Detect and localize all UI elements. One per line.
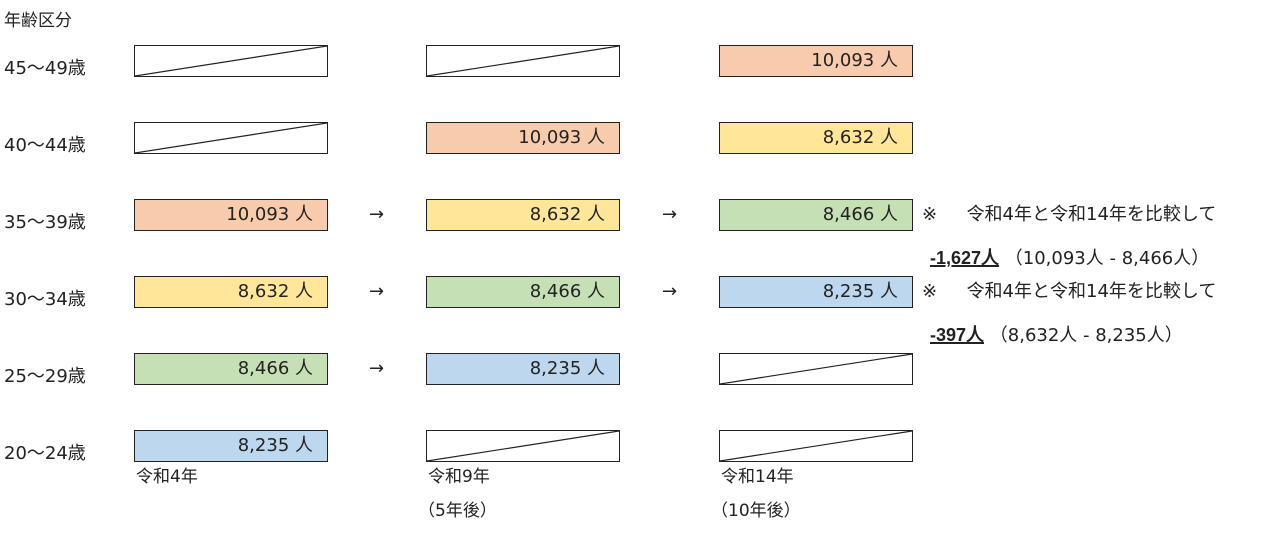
note-1-mark: ※ bbox=[922, 204, 938, 225]
cell-25-29-r14 bbox=[719, 353, 913, 385]
slash-line bbox=[720, 354, 912, 384]
cell-30-34-r9: 8,466 人 bbox=[426, 276, 620, 308]
note-2-text: 令和4年と令和14年を比較して bbox=[966, 281, 1217, 302]
cell-30-34-r4: 8,632 人 bbox=[134, 276, 328, 308]
col-label-r4: 令和4年 bbox=[136, 467, 198, 487]
empty-cell-slash bbox=[720, 431, 912, 461]
cell-40-44-r9: 10,093 人 bbox=[426, 122, 620, 154]
col-label-r14: 令和14年 bbox=[721, 467, 794, 487]
cell-35-39-r4: 10,093 人 bbox=[134, 199, 328, 231]
empty-cell-slash bbox=[427, 46, 619, 76]
slash-line bbox=[720, 431, 912, 461]
note-2-diff: -397人 bbox=[930, 325, 985, 345]
empty-cell-slash bbox=[720, 354, 912, 384]
note-2-detail: （8,632人 - 8,235人） bbox=[989, 325, 1183, 346]
cell-45-49-r14: 10,093 人 bbox=[719, 45, 913, 77]
cell-35-39-r9: 8,632 人 bbox=[426, 199, 620, 231]
note-2: ※ 令和4年と令和14年を比較して bbox=[922, 280, 1216, 304]
slash-line bbox=[135, 123, 327, 153]
arrow-30-34-b: → bbox=[662, 281, 678, 302]
slash-line bbox=[427, 46, 619, 76]
empty-cell-slash bbox=[135, 46, 327, 76]
age-label-25-29: 25～29歳 bbox=[4, 366, 86, 387]
heading-age-category: 年齢区分 bbox=[4, 11, 72, 31]
note-1-detail: （10,093人 - 8,466人） bbox=[1004, 248, 1210, 269]
note-1-text: 令和4年と令和14年を比較して bbox=[966, 204, 1217, 225]
arrow-30-34-a: → bbox=[369, 281, 385, 302]
slash-line bbox=[427, 431, 619, 461]
slash-line bbox=[135, 46, 327, 76]
col-label-r9: 令和9年 bbox=[428, 467, 490, 487]
col-sublabel-r9: （5年後） bbox=[418, 501, 497, 521]
cell-40-44-r4 bbox=[134, 122, 328, 154]
note-1: ※ 令和4年と令和14年を比較して bbox=[922, 203, 1216, 227]
age-label-45-49: 45～49歳 bbox=[4, 58, 86, 79]
age-label-30-34: 30～34歳 bbox=[4, 289, 86, 310]
note-2-mark: ※ bbox=[922, 281, 938, 302]
cell-30-34-r14: 8,235 人 bbox=[719, 276, 913, 308]
note-1-diff: -1,627人 bbox=[930, 248, 1000, 268]
arrow-25-29-a: → bbox=[369, 358, 385, 379]
empty-cell-slash bbox=[427, 431, 619, 461]
age-label-40-44: 40～44歳 bbox=[4, 135, 86, 156]
cell-45-49-r4 bbox=[134, 45, 328, 77]
note-2-result: -397人 （8,632人 - 8,235人） bbox=[930, 323, 1183, 348]
arrow-35-39-a: → bbox=[369, 204, 385, 225]
age-label-35-39: 35～39歳 bbox=[4, 212, 86, 233]
cell-35-39-r14: 8,466 人 bbox=[719, 199, 913, 231]
note-1-result: -1,627人 （10,093人 - 8,466人） bbox=[930, 246, 1209, 271]
age-label-20-24: 20～24歳 bbox=[4, 443, 86, 464]
cell-20-24-r9 bbox=[426, 430, 620, 462]
cell-45-49-r9 bbox=[426, 45, 620, 77]
cell-20-24-r14 bbox=[719, 430, 913, 462]
empty-cell-slash bbox=[135, 123, 327, 153]
col-sublabel-r14: （10年後） bbox=[711, 501, 801, 521]
cell-25-29-r4: 8,466 人 bbox=[134, 353, 328, 385]
cell-25-29-r9: 8,235 人 bbox=[426, 353, 620, 385]
cell-20-24-r4: 8,235 人 bbox=[134, 430, 328, 462]
cell-40-44-r14: 8,632 人 bbox=[719, 122, 913, 154]
arrow-35-39-b: → bbox=[662, 204, 678, 225]
